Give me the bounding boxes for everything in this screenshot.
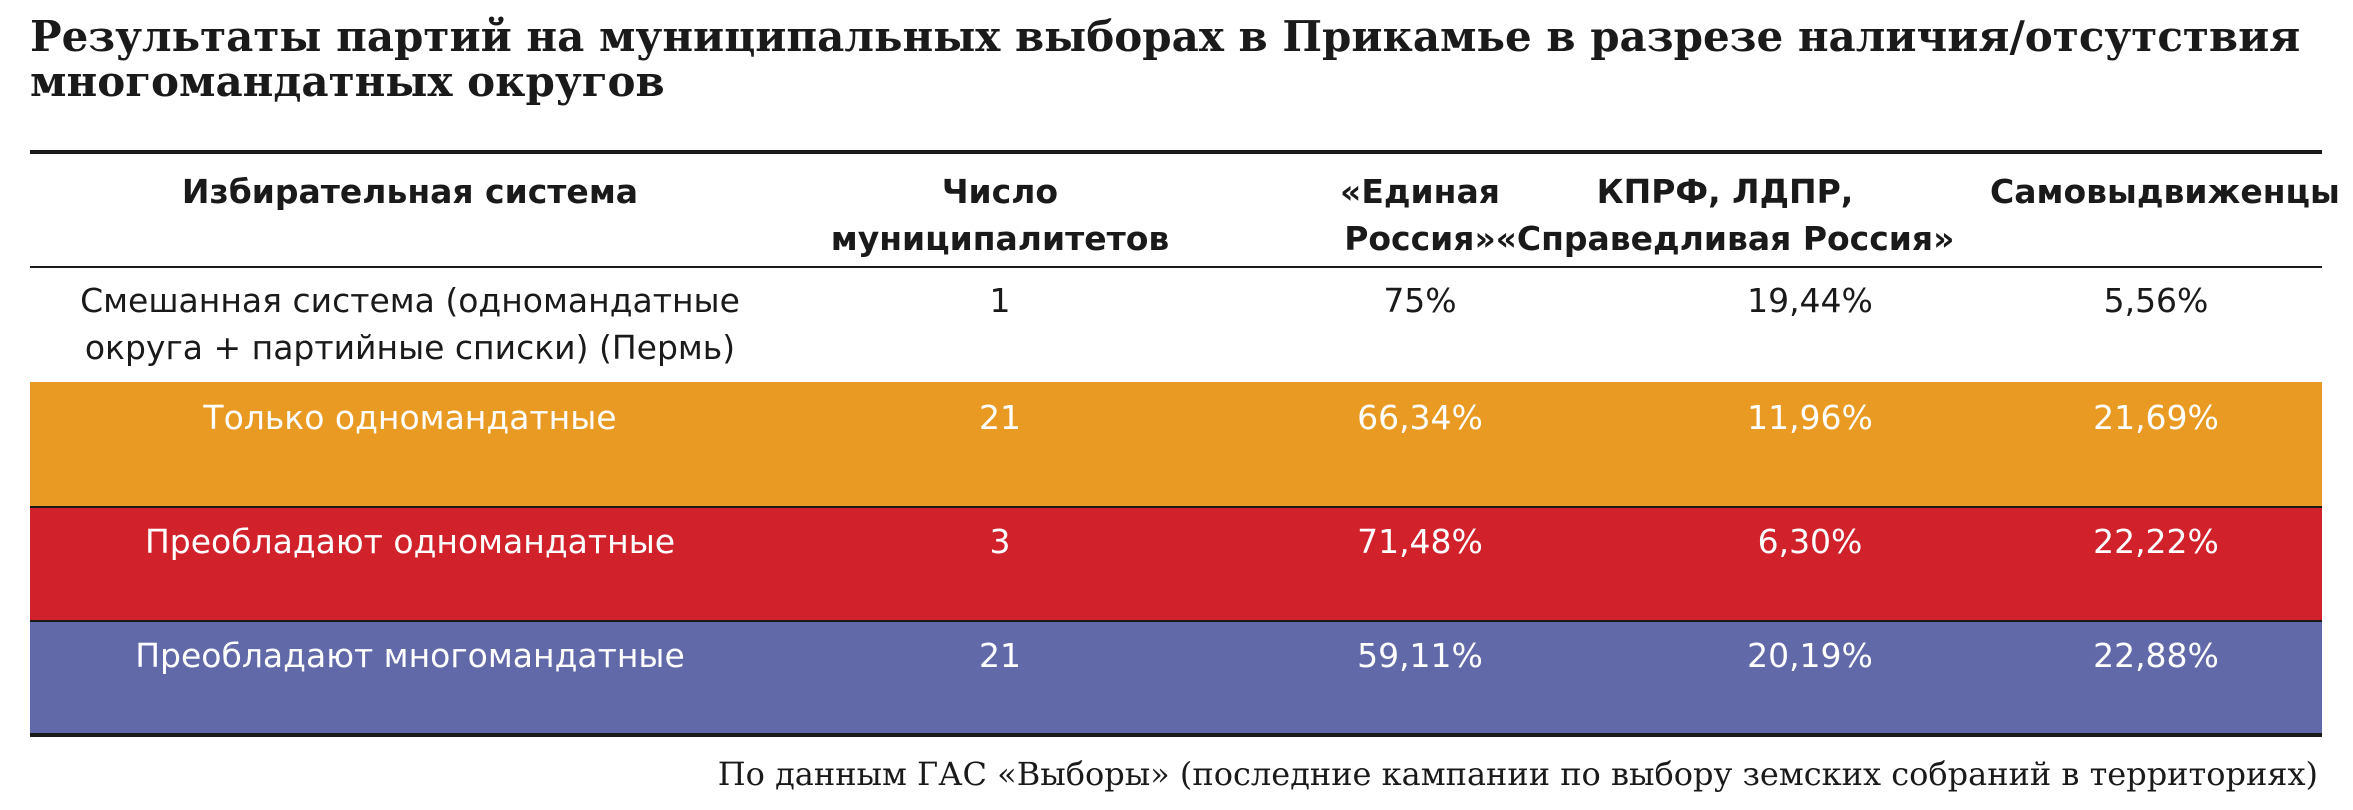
cell-opposition: 6,30% [1757, 522, 1863, 561]
cell-count: 21 [979, 636, 1021, 675]
cell-independents: 22,22% [2093, 522, 2219, 561]
cell-system: Преобладают одномандатные [144, 522, 676, 561]
row-separator [30, 620, 2322, 622]
cell-system: Преобладают многомандатные [135, 636, 685, 675]
header-municipality-count: Число муниципалитетов [830, 172, 1170, 258]
header-rule [30, 266, 2322, 268]
table-row-single-member-only: Только одномандатные 21 66,34% 11,96% 21… [30, 382, 2322, 506]
row-separator [30, 506, 2322, 508]
cell-independents: 22,88% [2093, 636, 2219, 675]
source-note: По данным ГАС «Выборы» (последние кампан… [717, 755, 2318, 793]
header-united-russia: «Единая Россия» [1340, 172, 1500, 258]
table-header: Избирательная система Число муниципалите… [30, 154, 2340, 266]
table-title: Результаты партий на муниципальных выбор… [30, 12, 2301, 106]
cell-independents: 21,69% [2093, 398, 2219, 437]
cell-united-russia: 71,48% [1357, 522, 1483, 561]
cell-system: Только одномандатные [203, 398, 617, 437]
cell-opposition: 11,96% [1747, 398, 1873, 437]
cell-united-russia: 66,34% [1357, 398, 1483, 437]
table-row-multi-member-dominant: Преобладают многомандатные 21 59,11% 20,… [30, 622, 2322, 733]
header-independents: Самовыдвиженцы [1990, 172, 2340, 211]
cell-united-russia: 59,11% [1357, 636, 1483, 675]
cell-count: 1 [989, 281, 1011, 320]
cell-opposition: 19,44% [1747, 281, 1873, 320]
header-electoral-system: Избирательная система [181, 172, 639, 211]
cell-count: 3 [989, 522, 1011, 561]
cell-united-russia: 75% [1383, 281, 1457, 320]
cell-independents: 5,56% [2103, 281, 2209, 320]
cell-opposition: 20,19% [1747, 636, 1873, 675]
bottom-rule [30, 733, 2322, 737]
header-opposition-parties: КПРФ, ЛДПР, «Справедливая Россия» [1495, 172, 1955, 258]
cell-count: 21 [979, 398, 1021, 437]
top-rule [30, 150, 2322, 154]
table-row-mixed: Смешанная система (одномандатные округа … [30, 268, 2322, 382]
table-row-single-member-dominant: Преобладают одномандатные 3 71,48% 6,30%… [30, 508, 2322, 620]
cell-system: Смешанная система (одномандатные округа … [80, 281, 740, 367]
